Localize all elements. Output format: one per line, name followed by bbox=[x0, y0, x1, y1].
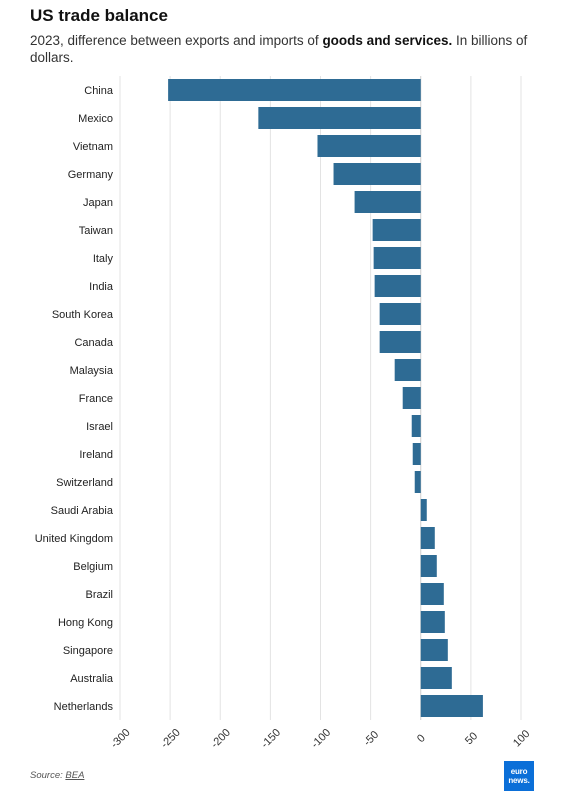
source-prefix: Source: bbox=[30, 770, 66, 781]
logo-line2: news. bbox=[508, 776, 530, 785]
bar bbox=[333, 163, 421, 185]
bar bbox=[420, 695, 483, 717]
bar bbox=[420, 583, 444, 605]
bar bbox=[402, 387, 421, 409]
bar bbox=[420, 527, 435, 549]
category-label: Brazil bbox=[85, 589, 113, 601]
grid-lines bbox=[119, 76, 522, 720]
chart-title: US trade balance bbox=[30, 6, 168, 25]
category-label: Japan bbox=[83, 197, 113, 209]
category-label: Canada bbox=[74, 337, 113, 349]
category-label: Vietnam bbox=[73, 141, 113, 153]
category-label: China bbox=[84, 85, 114, 97]
category-label: Israel bbox=[86, 421, 113, 433]
category-label: South Korea bbox=[52, 309, 114, 321]
bar bbox=[379, 331, 421, 353]
bar bbox=[420, 555, 437, 577]
category-label: Singapore bbox=[63, 645, 113, 657]
x-tick-label: -300 bbox=[109, 727, 133, 751]
x-tick-label: 50 bbox=[463, 730, 480, 747]
bar bbox=[379, 303, 421, 325]
subtitle-suffix: In billions of dollars. bbox=[30, 33, 528, 65]
category-label: Malaysia bbox=[70, 365, 114, 377]
bar bbox=[317, 135, 421, 157]
category-label: United Kingdom bbox=[35, 533, 113, 545]
bar bbox=[354, 191, 421, 213]
category-label: Italy bbox=[93, 253, 114, 265]
x-tick-label: -250 bbox=[159, 727, 183, 751]
category-label: Australia bbox=[70, 673, 114, 685]
x-tick-label: 0 bbox=[415, 732, 428, 745]
logo-line1: euro bbox=[510, 767, 528, 776]
category-label: Saudi Arabia bbox=[51, 505, 114, 517]
bar bbox=[394, 359, 421, 381]
bar bbox=[420, 639, 448, 661]
bar bbox=[411, 415, 421, 437]
x-tick-label: 100 bbox=[511, 728, 532, 749]
euronews-logo: euro news. bbox=[504, 761, 534, 791]
bar bbox=[373, 247, 421, 269]
bar bbox=[420, 499, 427, 521]
bar bbox=[420, 667, 452, 689]
bars bbox=[168, 79, 483, 717]
x-tick-labels: -300 -250 -200 -150 -100 -50 0 50 100 bbox=[109, 727, 533, 751]
source-link[interactable]: BEA bbox=[65, 770, 85, 781]
category-label: Netherlands bbox=[54, 701, 114, 713]
bar bbox=[420, 611, 445, 633]
bar bbox=[258, 107, 421, 129]
category-label: Switzerland bbox=[56, 477, 113, 489]
subtitle-bold: goods and services. bbox=[322, 33, 453, 48]
bar bbox=[372, 219, 421, 241]
bar bbox=[414, 471, 421, 493]
category-label: Ireland bbox=[79, 449, 113, 461]
x-tick-label: -200 bbox=[209, 727, 233, 751]
subtitle-prefix: 2023, difference between exports and imp… bbox=[30, 33, 323, 48]
category-label: India bbox=[89, 281, 114, 293]
source-note: Source: BEA bbox=[30, 770, 84, 781]
category-label: Mexico bbox=[78, 113, 113, 125]
category-label: Belgium bbox=[73, 561, 113, 573]
chart-subtitle: 2023, difference between exports and imp… bbox=[30, 32, 550, 66]
bar bbox=[412, 443, 421, 465]
bar bbox=[168, 79, 421, 101]
bar bbox=[374, 275, 421, 297]
category-labels: China Mexico Vietnam Germany Japan Taiwan Ital… bbox=[35, 85, 114, 713]
category-label: Taiwan bbox=[79, 225, 113, 237]
x-tick-label: -100 bbox=[309, 727, 333, 751]
x-tick-label: -50 bbox=[361, 729, 381, 749]
category-label: France bbox=[79, 393, 113, 405]
x-tick-label: -150 bbox=[259, 727, 283, 751]
category-label: Germany bbox=[68, 169, 114, 181]
category-label: Hong Kong bbox=[58, 617, 113, 629]
